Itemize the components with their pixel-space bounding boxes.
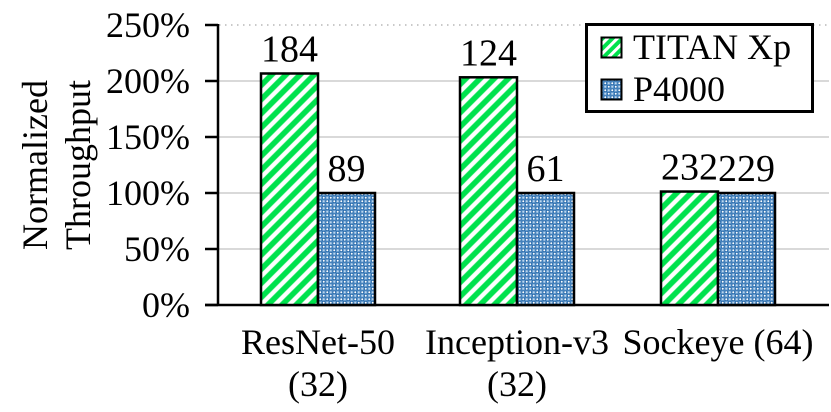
- bar-p4000-group2: [716, 191, 777, 307]
- legend: TITAN Xp P4000: [585, 23, 814, 113]
- bar-titan-xp-group0: [259, 72, 320, 307]
- bar-titan-xp-group1: [458, 76, 519, 307]
- legend-label-p4000: P4000: [633, 69, 726, 109]
- bar-value-label: 232: [661, 147, 718, 189]
- y-tick-label-100: 100%: [106, 173, 190, 213]
- bar-value-label: 184: [261, 28, 318, 70]
- y-tick-label-50: 50%: [124, 229, 190, 269]
- y-tick-label-0: 0%: [142, 285, 190, 325]
- y-tick-label-250: 250%: [106, 5, 190, 45]
- bar-titan-xp-group2: [659, 190, 720, 307]
- bar-value-label: 124: [460, 32, 517, 74]
- x-category-label-2-line0: Sockeye (64): [623, 322, 814, 362]
- x-category-label-0-line1: (32): [288, 364, 348, 404]
- legend-item-p4000: P4000: [600, 68, 811, 110]
- bar-value-label: 61: [527, 148, 565, 190]
- p4000-weave-swatch-icon: [600, 78, 623, 100]
- legend-label-titan-xp: TITAN Xp: [633, 27, 792, 67]
- legend-item-titan-xp: TITAN Xp: [600, 26, 811, 68]
- x-category-label-1-line1: (32): [487, 364, 547, 404]
- bar-value-label: 89: [328, 148, 366, 190]
- bar-p4000-group1: [515, 191, 576, 307]
- titan-xp-hatch-swatch-icon: [600, 36, 623, 58]
- bar-value-label: 229: [718, 148, 775, 190]
- bar-p4000-group0: [316, 191, 377, 307]
- y-axis-title-line2: Throughput: [58, 80, 98, 250]
- y-tick-label-200: 200%: [106, 61, 190, 101]
- y-axis-title-line1: Normalized: [15, 80, 55, 250]
- x-category-label-1-line0: Inception-v3: [425, 322, 609, 362]
- y-axis-title: Normalized Throughput: [14, 0, 100, 335]
- y-tick-label-150: 150%: [106, 117, 190, 157]
- x-category-label-0-line0: ResNet-50: [241, 322, 395, 362]
